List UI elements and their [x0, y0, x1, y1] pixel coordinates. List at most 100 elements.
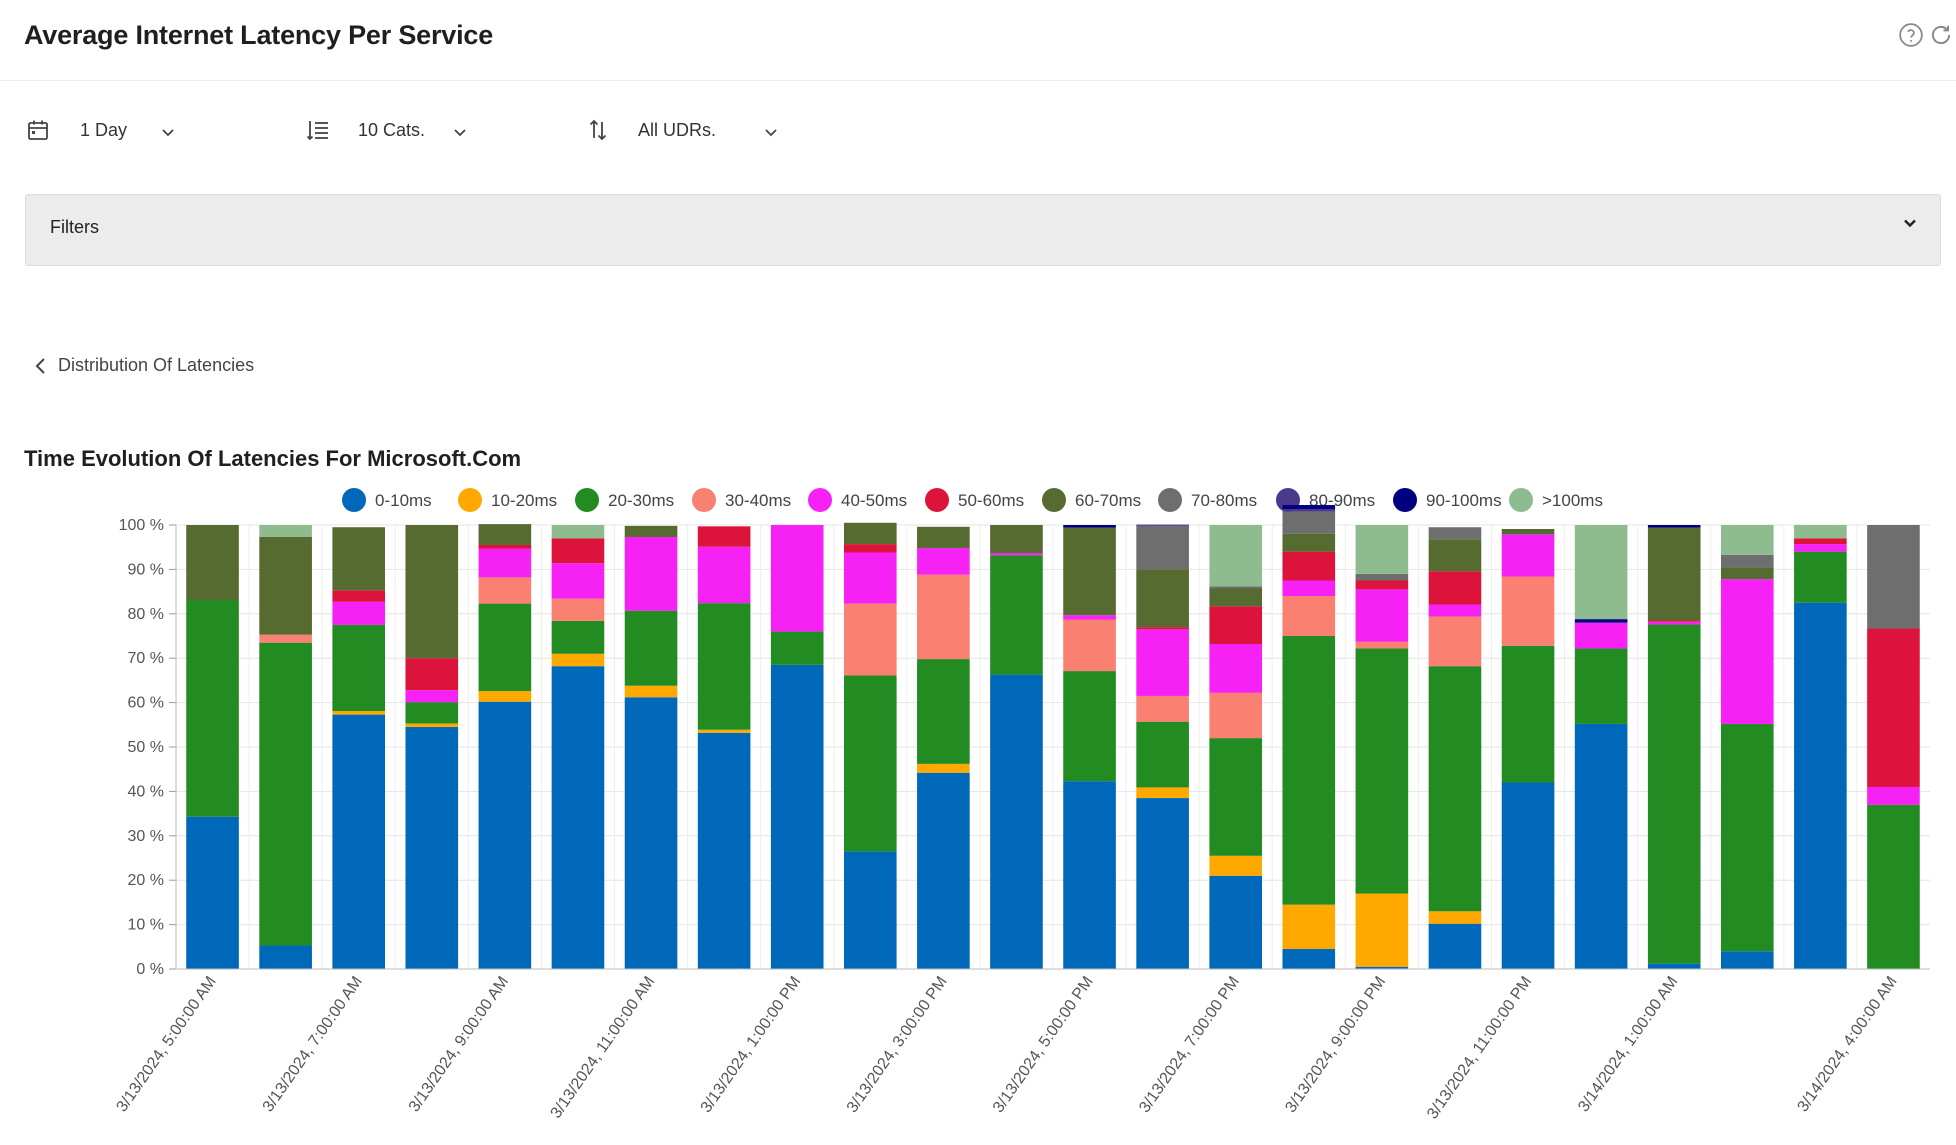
legend-marker[interactable] [458, 488, 482, 512]
bar-segment[interactable] [1282, 949, 1336, 969]
bar-segment[interactable] [478, 544, 532, 549]
bar-segment[interactable] [624, 525, 678, 537]
bar-segment[interactable] [551, 525, 605, 539]
bar-segment[interactable] [1355, 641, 1409, 649]
bar-segment[interactable] [1794, 602, 1847, 969]
legend-label[interactable]: 70-80ms [1191, 491, 1257, 510]
bar-segment[interactable] [1501, 576, 1555, 646]
bar-segment[interactable] [405, 658, 459, 691]
legend-marker[interactable] [1509, 488, 1533, 512]
bar-segment[interactable] [1794, 551, 1847, 603]
bar-segment[interactable] [1063, 619, 1116, 672]
bar-segment[interactable] [1867, 804, 1920, 969]
bar-segment[interactable] [1136, 569, 1189, 628]
bar-segment[interactable] [1428, 539, 1482, 572]
bar-segment[interactable] [843, 675, 897, 852]
bar-segment[interactable] [186, 600, 239, 817]
bar-segment[interactable] [843, 851, 897, 969]
udrs-select[interactable]: All UDRs. [586, 114, 778, 146]
bar-segment[interactable] [1720, 723, 1774, 952]
bar-segment[interactable] [551, 666, 605, 969]
bar-segment[interactable] [1867, 628, 1920, 787]
bar-segment[interactable] [697, 729, 751, 733]
bar-segment[interactable] [1574, 723, 1628, 969]
bar-segment[interactable] [332, 590, 386, 602]
bar-segment[interactable] [1209, 875, 1263, 969]
bar-segment[interactable] [1136, 524, 1189, 526]
bar-segment[interactable] [478, 701, 532, 969]
bar-segment[interactable] [1647, 527, 1701, 621]
bar-segment[interactable] [917, 659, 970, 764]
bar-segment[interactable] [990, 552, 1043, 556]
bar-segment[interactable] [1209, 855, 1263, 876]
bar-segment[interactable] [1063, 615, 1116, 620]
bar-segment[interactable] [1209, 586, 1263, 589]
bar-segment[interactable] [551, 598, 605, 621]
bar-segment[interactable] [1282, 511, 1336, 534]
bar-segment[interactable] [1355, 966, 1409, 969]
legend-marker[interactable] [575, 488, 599, 512]
bar-segment[interactable] [1282, 505, 1336, 510]
bar-segment[interactable] [1720, 525, 1774, 555]
bar-segment[interactable] [1574, 619, 1628, 623]
bar-segment[interactable] [1647, 624, 1701, 964]
legend-label[interactable]: 90-100ms [1426, 491, 1502, 510]
bar-segment[interactable] [1647, 525, 1701, 528]
bar-segment[interactable] [551, 620, 605, 654]
bar-segment[interactable] [770, 525, 824, 632]
bar-segment[interactable] [405, 727, 459, 969]
bar-segment[interactable] [1209, 588, 1263, 607]
bar-segment[interactable] [1794, 525, 1847, 539]
bar-segment[interactable] [1282, 904, 1336, 950]
legend-marker[interactable] [1158, 488, 1182, 512]
legend-label[interactable]: >100ms [1542, 491, 1603, 510]
categories-select[interactable]: 10 Cats. [306, 114, 467, 146]
bar-segment[interactable] [697, 603, 751, 730]
bar-segment[interactable] [478, 524, 532, 545]
bar-segment[interactable] [332, 711, 386, 715]
bar-segment[interactable] [1355, 580, 1409, 590]
bar-segment[interactable] [551, 563, 605, 599]
bar-segment[interactable] [1063, 525, 1116, 528]
bar-segment[interactable] [1428, 604, 1482, 617]
bar-segment[interactable] [1720, 579, 1774, 724]
bar-segment[interactable] [1501, 782, 1555, 969]
legend-label[interactable]: 30-40ms [725, 491, 791, 510]
bar-segment[interactable] [259, 642, 312, 946]
bar-segment[interactable] [917, 548, 970, 575]
bar-segment[interactable] [551, 538, 605, 564]
bar-segment[interactable] [843, 552, 897, 604]
bar-segment[interactable] [697, 526, 751, 547]
legend-marker[interactable] [342, 488, 366, 512]
bar-segment[interactable] [259, 945, 312, 969]
legend-marker[interactable] [808, 488, 832, 512]
bar-segment[interactable] [1209, 525, 1263, 587]
bar-segment[interactable] [186, 525, 239, 601]
legend-marker[interactable] [692, 488, 716, 512]
bar-segment[interactable] [1282, 551, 1336, 581]
bar-segment[interactable] [917, 574, 970, 660]
bar-segment[interactable] [1282, 596, 1336, 636]
bar-segment[interactable] [917, 772, 970, 969]
bar-segment[interactable] [186, 816, 239, 969]
bar-segment[interactable] [990, 555, 1043, 675]
bar-segment[interactable] [1647, 620, 1701, 622]
bar-segment[interactable] [1794, 544, 1847, 552]
legend-label[interactable]: 10-20ms [491, 491, 557, 510]
bar-segment[interactable] [1501, 534, 1555, 577]
legend-label[interactable]: 60-70ms [1075, 491, 1141, 510]
bar-segment[interactable] [1574, 525, 1628, 620]
bar-segment[interactable] [1720, 554, 1774, 568]
bar-segment[interactable] [1209, 606, 1263, 644]
bar-segment[interactable] [478, 548, 532, 578]
bar-segment[interactable] [1136, 798, 1189, 969]
bar-segment[interactable] [1282, 580, 1336, 597]
refresh-icon[interactable] [1928, 22, 1954, 48]
bar-segment[interactable] [1063, 527, 1116, 616]
bar-segment[interactable] [1428, 527, 1482, 540]
legend-label[interactable]: 0-10ms [375, 491, 432, 510]
legend-label[interactable]: 20-30ms [608, 491, 674, 510]
bar-segment[interactable] [697, 546, 751, 604]
bar-segment[interactable] [1647, 963, 1701, 969]
bar-segment[interactable] [478, 603, 532, 692]
